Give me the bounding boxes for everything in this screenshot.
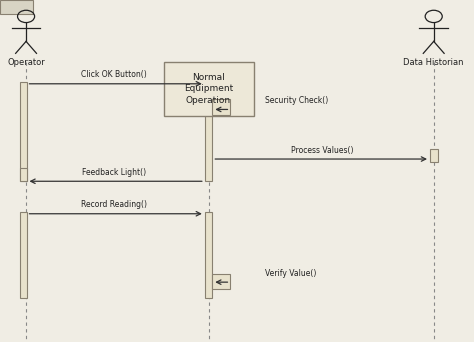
Text: Click OK Button(): Click OK Button(): [81, 70, 146, 79]
Text: Operator: Operator: [7, 58, 45, 67]
Text: Record Reading(): Record Reading(): [81, 200, 147, 209]
Bar: [205, 212, 212, 298]
Bar: [20, 212, 27, 298]
Text: Security Check(): Security Check(): [265, 96, 328, 105]
Text: Process Values(): Process Values(): [291, 146, 354, 155]
Bar: [20, 168, 27, 181]
Bar: [20, 82, 27, 181]
Bar: [430, 149, 438, 162]
Bar: [205, 82, 212, 181]
Bar: [212, 274, 230, 289]
Text: Normal
Equipment
Operation: Normal Equipment Operation: [184, 73, 233, 105]
Text: Data Historian: Data Historian: [403, 58, 464, 67]
Bar: [212, 99, 230, 115]
Bar: [164, 62, 254, 116]
Text: Feedback Light(): Feedback Light(): [82, 168, 146, 177]
Text: Verify Value(): Verify Value(): [265, 269, 317, 278]
Bar: [0, 0, 33, 14]
